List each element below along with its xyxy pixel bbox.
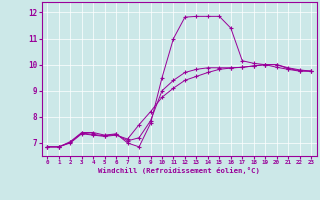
- X-axis label: Windchill (Refroidissement éolien,°C): Windchill (Refroidissement éolien,°C): [98, 167, 260, 174]
